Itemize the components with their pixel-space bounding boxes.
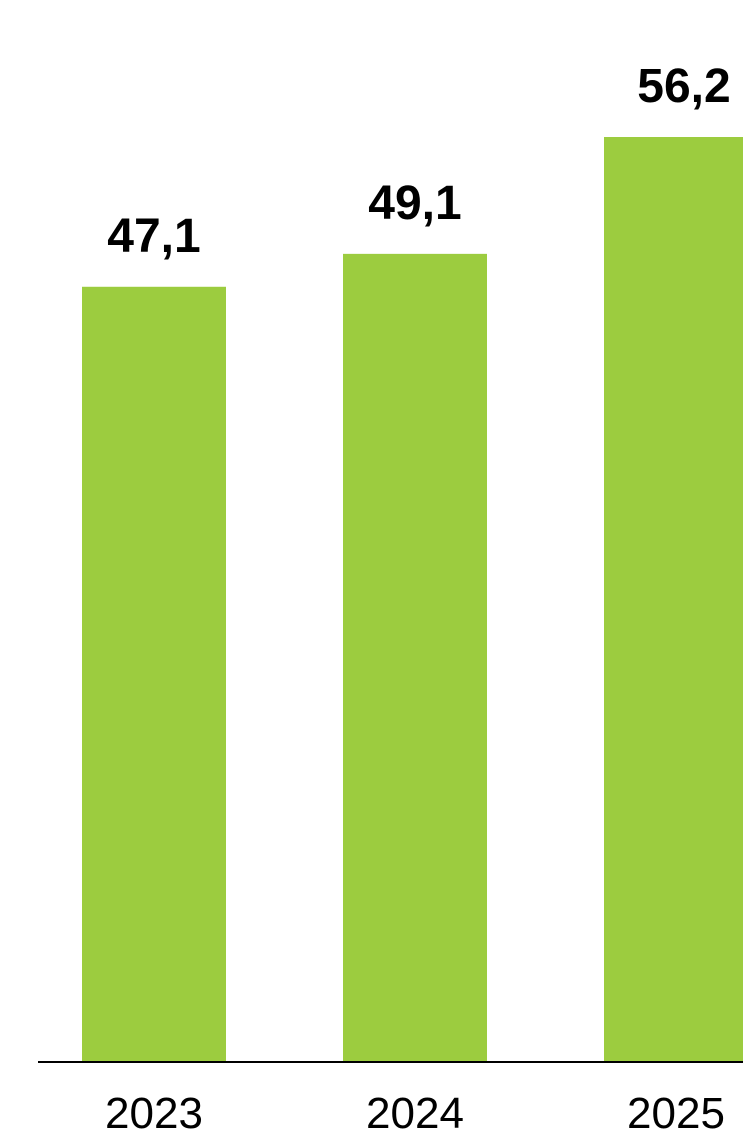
value-labels-group: 47,1 49,1 56,2 (107, 60, 730, 263)
bar-2024 (343, 253, 487, 1062)
bar-2025 (604, 137, 743, 1062)
x-tick-label-2025: 2025 (627, 1089, 725, 1138)
value-label-2025: 56,2 (637, 60, 730, 113)
value-label-2023: 47,1 (107, 210, 200, 263)
bar-2023 (82, 286, 226, 1062)
value-label-2024: 49,1 (368, 177, 461, 230)
x-tick-labels-group: 2023 2024 2025 (105, 1089, 725, 1138)
x-tick-label-2024: 2024 (366, 1089, 464, 1138)
x-tick-label-2023: 2023 (105, 1089, 203, 1138)
bars-group (82, 137, 743, 1062)
